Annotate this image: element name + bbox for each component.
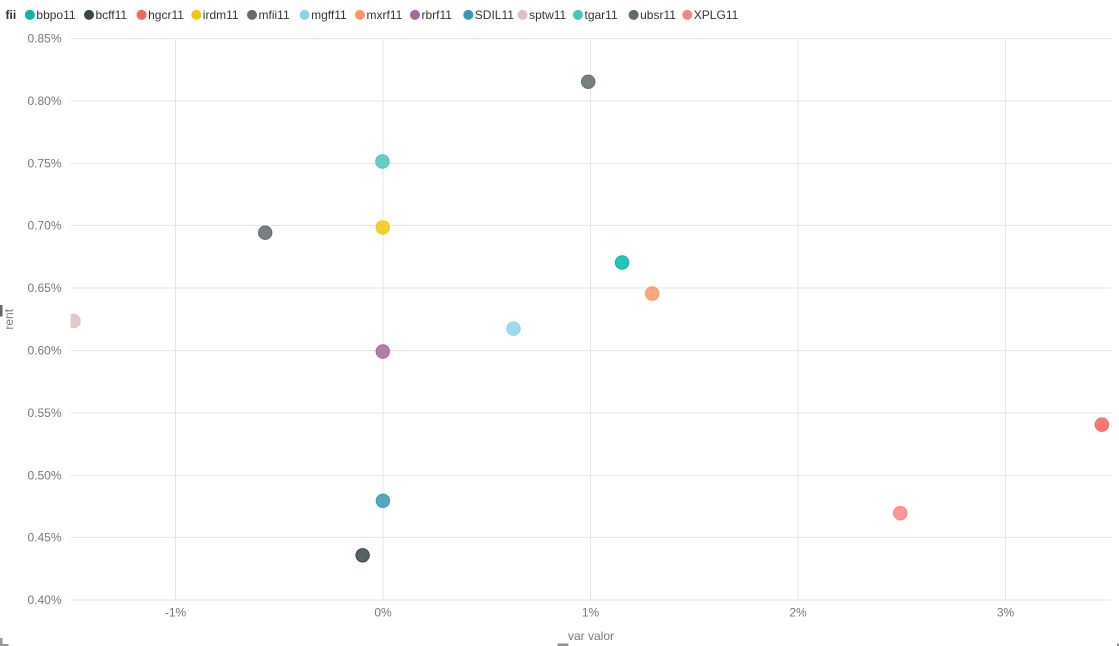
- svg-text:0.85%: 0.85%: [27, 32, 61, 46]
- svg-text:0.75%: 0.75%: [27, 156, 61, 170]
- svg-text:mgff11: mgff11: [311, 8, 347, 22]
- svg-text:rbrf11: rbrf11: [422, 8, 453, 22]
- svg-text:tgar11: tgar11: [585, 8, 618, 22]
- svg-text:3%: 3%: [997, 606, 1015, 620]
- svg-text:0.65%: 0.65%: [27, 281, 61, 295]
- svg-text:SDIL11: SDIL11: [475, 8, 514, 22]
- svg-text:0.55%: 0.55%: [27, 406, 61, 420]
- svg-text:0.40%: 0.40%: [27, 593, 61, 607]
- svg-text:0.70%: 0.70%: [27, 219, 61, 233]
- svg-text:0%: 0%: [374, 606, 392, 620]
- svg-text:irdm11: irdm11: [203, 8, 239, 22]
- svg-text:bbpo11: bbpo11: [36, 8, 75, 22]
- svg-text:fii: fii: [6, 8, 17, 22]
- svg-text:var valor: var valor: [568, 629, 614, 643]
- svg-text:bcff11: bcff11: [96, 8, 128, 22]
- svg-text:1%: 1%: [582, 606, 600, 620]
- svg-text:rent: rent: [2, 308, 16, 329]
- svg-text:sptw11: sptw11: [529, 8, 566, 22]
- svg-text:0.45%: 0.45%: [27, 531, 61, 545]
- svg-text:mxrf11: mxrf11: [367, 8, 403, 22]
- svg-text:0.60%: 0.60%: [27, 344, 61, 358]
- svg-text:0.50%: 0.50%: [27, 468, 61, 482]
- svg-text:2%: 2%: [789, 606, 807, 620]
- svg-text:-1%: -1%: [165, 606, 187, 620]
- svg-text:hgcr11: hgcr11: [148, 8, 184, 22]
- svg-text:mfii11: mfii11: [259, 8, 290, 22]
- svg-text:XPLG11: XPLG11: [694, 8, 739, 22]
- svg-text:ubsr11: ubsr11: [640, 8, 676, 22]
- svg-text:0.80%: 0.80%: [27, 94, 61, 108]
